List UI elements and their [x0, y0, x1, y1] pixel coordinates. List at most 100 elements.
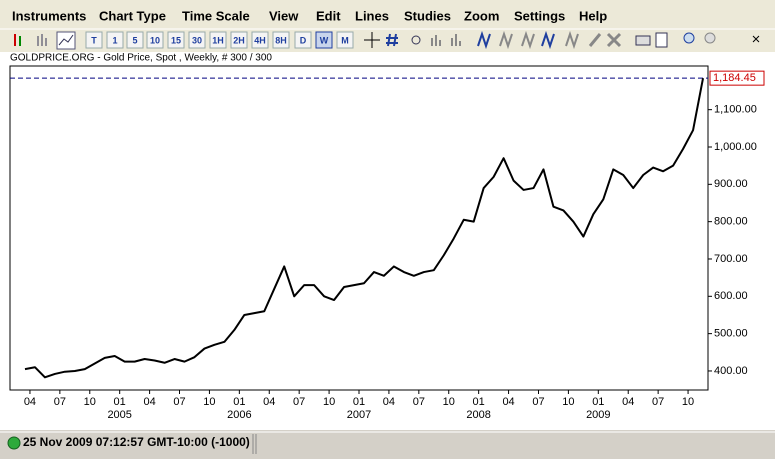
x-tick-label: 10	[84, 396, 96, 408]
x-tick-label: 10	[443, 396, 455, 408]
icon-pencil	[588, 33, 602, 47]
x-tick-label: 01	[592, 396, 604, 408]
x-tick-label: 10	[682, 396, 694, 408]
icon-histogram	[451, 34, 461, 46]
timeframe-label[interactable]: 4H	[254, 35, 266, 45]
menu-item[interactable]: Time Scale	[182, 8, 250, 23]
icon-preview	[655, 32, 668, 48]
timeframe-label[interactable]: 1	[112, 35, 117, 45]
icon-line	[58, 34, 74, 46]
x-tick-label: 10	[323, 396, 335, 408]
y-tick-label: 800.00	[714, 216, 748, 228]
menu-bar	[0, 0, 775, 29]
x-tick-label: 07	[652, 396, 664, 408]
current-price-label: 1,184.45	[713, 72, 756, 84]
y-tick-label: 700.00	[714, 253, 748, 265]
timeframe-button[interactable]	[336, 31, 354, 49]
timeframe-label[interactable]: 30	[192, 35, 202, 45]
price-line	[24, 77, 705, 379]
x-tick-label: 04	[383, 396, 395, 408]
x-tick-label: 04	[622, 396, 634, 408]
icon-draw	[499, 30, 535, 50]
icon-grid	[386, 33, 398, 47]
menu-item[interactable]: Lines	[355, 8, 389, 23]
plot-area	[9, 65, 709, 391]
y-tick-label: 600.00	[714, 290, 748, 302]
icon-volume	[431, 35, 441, 46]
timeframe-label[interactable]: 15	[171, 35, 181, 45]
x-tick-label: 07	[54, 396, 66, 408]
status-text: 25 Nov 2009 07:12:57 GMT-10:00 (-1000)	[23, 435, 250, 449]
icon-zoom-in	[683, 32, 695, 44]
x-tick-label: 01	[473, 396, 485, 408]
x-tick-label: 04	[143, 396, 155, 408]
timeframe-button[interactable]	[251, 31, 269, 49]
icon-zoom-out	[704, 32, 716, 44]
icon-pin	[752, 35, 760, 43]
timeframe-button[interactable]	[146, 31, 164, 49]
year-label: 2009	[586, 409, 610, 421]
timeframe-button[interactable]	[126, 31, 144, 49]
timeframe-button[interactable]	[209, 31, 227, 49]
timeframe-label[interactable]: 5	[132, 35, 137, 45]
timeframe-button[interactable]	[188, 31, 206, 49]
timeframe-label[interactable]: 8H	[275, 35, 287, 45]
icon-crosshair	[364, 32, 380, 48]
menu-item[interactable]: Instruments	[12, 8, 86, 23]
timeframe-label[interactable]: D	[300, 35, 307, 45]
timeframe-button[interactable]	[272, 31, 290, 49]
timeframe-button[interactable]	[294, 31, 312, 49]
menu-item[interactable]: Edit	[316, 8, 341, 23]
x-tick-label: 01	[353, 396, 365, 408]
menu-item[interactable]: Zoom	[464, 8, 499, 23]
timeframe-label[interactable]: 2H	[233, 35, 245, 45]
y-tick-label: 400.00	[714, 365, 748, 377]
x-tick-label: 07	[293, 396, 305, 408]
icon-draw	[477, 30, 491, 50]
menu-item[interactable]: Help	[579, 8, 607, 23]
timeframe-label[interactable]: 1H	[212, 35, 224, 45]
icon-candles	[19, 36, 21, 46]
x-tick-label: 07	[413, 396, 425, 408]
x-tick-label: 10	[203, 396, 215, 408]
timeframe-label[interactable]: M	[341, 35, 349, 45]
timeframe-button[interactable]	[106, 31, 124, 49]
status-indicator	[7, 436, 21, 450]
y-tick-label: 500.00	[714, 328, 748, 340]
timeframe-button[interactable]	[167, 31, 185, 49]
timeframe-button[interactable]	[230, 31, 248, 49]
icon-draw	[541, 30, 555, 50]
menu-item[interactable]: Settings	[514, 8, 565, 23]
current-price-box	[709, 70, 765, 86]
timeframe-button[interactable]	[315, 31, 333, 49]
menu-item[interactable]: Studies	[404, 8, 451, 23]
icon-draw	[565, 30, 579, 50]
timeframe-label[interactable]: 10	[150, 35, 160, 45]
year-label: 2008	[466, 409, 490, 421]
x-tick-label: 10	[562, 396, 574, 408]
timeframe-label[interactable]: T	[91, 35, 97, 45]
chart-title: GOLDPRICE.ORG - Gold Price, Spot , Weekl…	[10, 53, 272, 64]
icon-candles	[14, 34, 16, 46]
timeframe-button[interactable]	[85, 31, 103, 49]
icon-print	[635, 35, 651, 46]
x-tick-label: 04	[502, 396, 514, 408]
x-tick-label: 01	[114, 396, 126, 408]
x-tick-label: 04	[263, 396, 275, 408]
x-tick-label: 04	[24, 396, 36, 408]
year-label: 2006	[227, 409, 251, 421]
menu-item[interactable]: View	[269, 8, 299, 23]
timeframe-label[interactable]: W	[320, 35, 329, 45]
x-tick-label: 01	[233, 396, 245, 408]
icon-info	[411, 35, 421, 45]
icon-delete	[606, 32, 622, 48]
toolbar-icons	[14, 30, 760, 50]
menu-item[interactable]: Chart Type	[99, 8, 166, 23]
year-label: 2005	[107, 409, 131, 421]
icon-bars	[37, 34, 47, 46]
x-tick-label: 07	[173, 396, 185, 408]
year-label: 2007	[347, 409, 371, 421]
y-tick-label: 1,100.00	[714, 104, 757, 116]
